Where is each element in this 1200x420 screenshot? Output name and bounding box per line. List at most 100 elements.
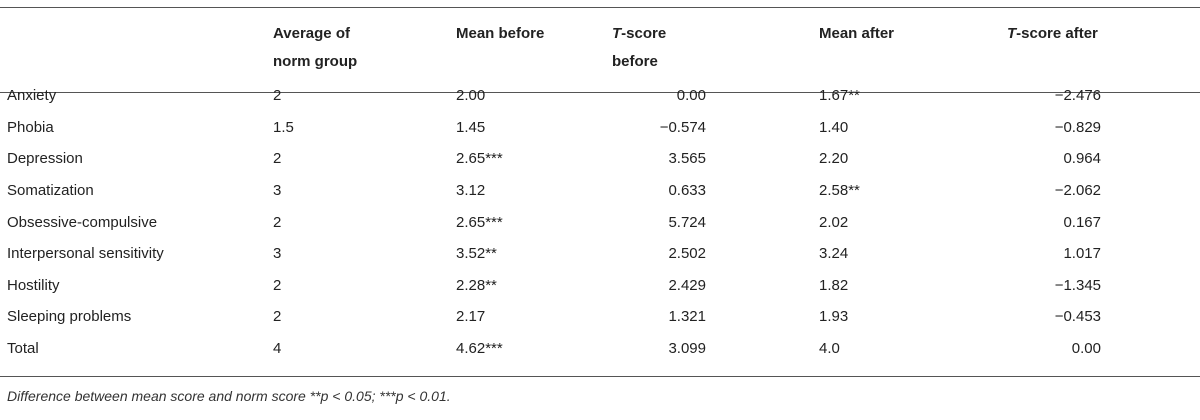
- footnote-text1: Difference between mean score and norm s…: [7, 388, 321, 404]
- mean-after-value: 2.20: [819, 150, 849, 168]
- t-after-value-cell: −0.829: [1007, 112, 1200, 144]
- mean-after-value: 4.0: [819, 340, 840, 358]
- mean-before-value: 2.65***: [456, 213, 503, 231]
- t-after-value-cell: 0.00: [1007, 333, 1200, 365]
- t-before-value-cell: 5.724: [612, 206, 819, 238]
- t-after-value: −2.476: [1054, 87, 1101, 105]
- row-label: Obsessive-compulsive: [7, 213, 158, 231]
- t-after-value: 0.964: [1063, 150, 1101, 168]
- mean-before-value: 2.17: [456, 308, 486, 326]
- header-norm-group: Average of norm group: [273, 8, 456, 80]
- table-body: Anxiety 2 2.00 0.00 1.67** −2.476 Phobia 1.5 1.4…: [0, 80, 1200, 364]
- mean-after-value: 2.02: [819, 213, 849, 231]
- mean-after-value: 3.24: [819, 245, 849, 263]
- norm-value: 2: [273, 308, 282, 326]
- mean-after-value: 1.67**: [819, 87, 860, 105]
- t-after-value-cell: −2.476: [1007, 80, 1200, 112]
- t-before-value: 0.633: [668, 182, 706, 200]
- table-row: Obsessive-compulsive 2 2.65*** 5.724 2.02 0.1…: [0, 206, 1200, 238]
- t-before-value: 2.502: [668, 245, 706, 263]
- table-row: Total 4 4.62*** 3.099 4.0 0.00: [0, 333, 1200, 365]
- norm-value: 2: [273, 213, 282, 231]
- table-row: Hostility 2 2.28** 2.429 1.82 −1.345: [0, 270, 1200, 302]
- row-label: Interpersonal sensitivity: [7, 245, 164, 263]
- row-label: Hostility: [7, 276, 60, 294]
- mean-before-value: 3.12: [456, 182, 486, 200]
- t-before-value-cell: 3.099: [612, 333, 819, 365]
- t-before-value: 3.099: [668, 340, 706, 358]
- t-after-value-cell: 0.167: [1007, 206, 1200, 238]
- t-after-value-cell: −2.062: [1007, 175, 1200, 207]
- table-row: Depression 2 2.65*** 3.565 2.20 0.964: [0, 143, 1200, 175]
- t-after-value-cell: 1.017: [1007, 238, 1200, 270]
- footnote-p1: p: [320, 388, 329, 404]
- t-after-value: 0.167: [1063, 213, 1101, 231]
- top-rule: [0, 7, 1200, 8]
- norm-value: 4: [273, 340, 282, 358]
- footnote-text3: < 0.01.: [403, 388, 451, 404]
- mean-after-value: 1.40: [819, 118, 849, 136]
- scores-table: Average of norm group Mean before T-scor…: [0, 8, 1200, 364]
- header-rule: [0, 92, 1200, 93]
- mean-after-value: 1.82: [819, 276, 849, 294]
- table-row: Anxiety 2 2.00 0.00 1.67** −2.476: [0, 80, 1200, 112]
- header-t-before: T-score before: [612, 8, 819, 80]
- mean-before-value: 2.28**: [456, 276, 497, 294]
- t-before-value-cell: −0.574: [612, 112, 819, 144]
- mean-after-value: 1.93: [819, 308, 849, 326]
- mean-before-value: 2.00: [456, 87, 486, 105]
- t-after-value-cell: 0.964: [1007, 143, 1200, 175]
- row-label: Total: [7, 340, 39, 358]
- t-after-value: 0.00: [1071, 340, 1101, 358]
- norm-value: 2: [273, 150, 282, 168]
- norm-value: 3: [273, 245, 282, 263]
- t-before-value-cell: 0.00: [612, 80, 819, 112]
- norm-value: 2: [273, 87, 282, 105]
- t-before-value: 2.429: [668, 276, 706, 294]
- table-row: Somatization 3 3.12 0.633 2.58** −2.062: [0, 175, 1200, 207]
- header-label: [0, 8, 273, 80]
- table-row: Sleeping problems 2 2.17 1.321 1.93 −0.453: [0, 301, 1200, 333]
- t-before-value-cell: 0.633: [612, 175, 819, 207]
- header-row: Average of norm group Mean before T-scor…: [0, 8, 1200, 80]
- t-before-value: 5.724: [668, 213, 706, 231]
- t-before-value-cell: 3.565: [612, 143, 819, 175]
- t-after-value: −1.345: [1054, 276, 1101, 294]
- mean-before-value: 2.65***: [456, 150, 503, 168]
- header-t-after: T-score after: [1007, 8, 1200, 80]
- header-t-after-rest: -score after: [1016, 25, 1098, 42]
- t-before-value: −0.574: [659, 118, 706, 136]
- norm-value: 2: [273, 276, 282, 294]
- header-norm-line1: Average of: [273, 25, 350, 42]
- table-row: Interpersonal sensitivity 3 3.52** 2.502 3.2…: [0, 238, 1200, 270]
- header-t-before-line2: before: [612, 53, 658, 70]
- norm-value: 3: [273, 182, 282, 200]
- row-label: Sleeping problems: [7, 308, 132, 326]
- footnote: Difference between mean score and norm s…: [7, 388, 451, 404]
- mean-after-value: 2.58**: [819, 182, 860, 200]
- t-after-value: 1.017: [1063, 245, 1101, 263]
- t-after-value: −0.453: [1054, 308, 1101, 326]
- row-label: Phobia: [7, 118, 54, 136]
- header-t-before-line1: -score: [621, 25, 667, 42]
- norm-value: 1.5: [273, 118, 294, 136]
- table-row: Phobia 1.5 1.45 −0.574 1.40 −0.829: [0, 112, 1200, 144]
- header-t-after-t: T: [1007, 25, 1017, 42]
- t-before-value: 3.565: [668, 150, 706, 168]
- t-before-value-cell: 2.502: [612, 238, 819, 270]
- footnote-p2: p: [395, 388, 404, 404]
- t-after-value-cell: −0.453: [1007, 301, 1200, 333]
- mean-before-value: 1.45: [456, 118, 486, 136]
- header-t-before-t: T: [612, 25, 622, 42]
- footnote-text2: < 0.05; ***: [328, 388, 396, 404]
- t-after-value: −2.062: [1054, 182, 1101, 200]
- header-norm-line2: norm group: [273, 53, 358, 70]
- t-after-value: −0.829: [1054, 118, 1101, 136]
- row-label: Depression: [7, 150, 83, 168]
- t-after-value-cell: −1.345: [1007, 270, 1200, 302]
- bottom-rule: [0, 376, 1200, 377]
- header-mean-after: Mean after: [819, 25, 895, 42]
- t-before-value: 1.321: [668, 308, 706, 326]
- row-label: Somatization: [7, 182, 94, 200]
- mean-before-value: 3.52**: [456, 245, 497, 263]
